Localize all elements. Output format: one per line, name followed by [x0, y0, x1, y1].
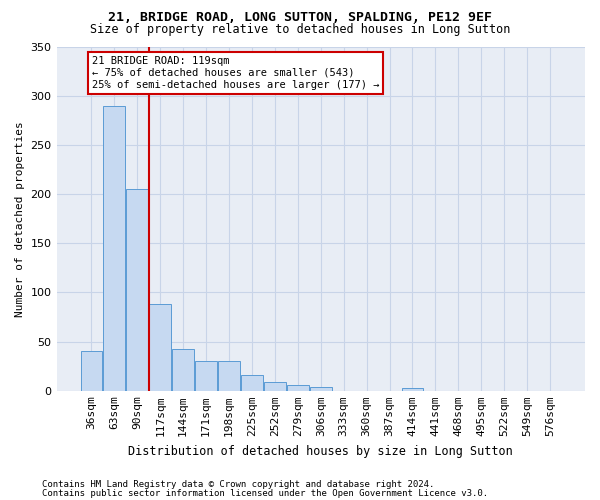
- X-axis label: Distribution of detached houses by size in Long Sutton: Distribution of detached houses by size …: [128, 444, 513, 458]
- Bar: [149, 304, 171, 391]
- Bar: [127, 189, 148, 391]
- Bar: [287, 385, 309, 391]
- Text: 21 BRIDGE ROAD: 119sqm
← 75% of detached houses are smaller (543)
25% of semi-de: 21 BRIDGE ROAD: 119sqm ← 75% of detached…: [92, 56, 379, 90]
- Y-axis label: Number of detached properties: Number of detached properties: [15, 121, 25, 316]
- Bar: [103, 106, 125, 391]
- Bar: [401, 388, 424, 391]
- Text: Size of property relative to detached houses in Long Sutton: Size of property relative to detached ho…: [90, 22, 510, 36]
- Bar: [310, 387, 332, 391]
- Text: Contains public sector information licensed under the Open Government Licence v3: Contains public sector information licen…: [42, 488, 488, 498]
- Text: 21, BRIDGE ROAD, LONG SUTTON, SPALDING, PE12 9EF: 21, BRIDGE ROAD, LONG SUTTON, SPALDING, …: [108, 11, 492, 24]
- Bar: [264, 382, 286, 391]
- Text: Contains HM Land Registry data © Crown copyright and database right 2024.: Contains HM Land Registry data © Crown c…: [42, 480, 434, 489]
- Bar: [218, 362, 240, 391]
- Bar: [195, 362, 217, 391]
- Bar: [172, 350, 194, 391]
- Bar: [80, 352, 103, 391]
- Bar: [241, 375, 263, 391]
